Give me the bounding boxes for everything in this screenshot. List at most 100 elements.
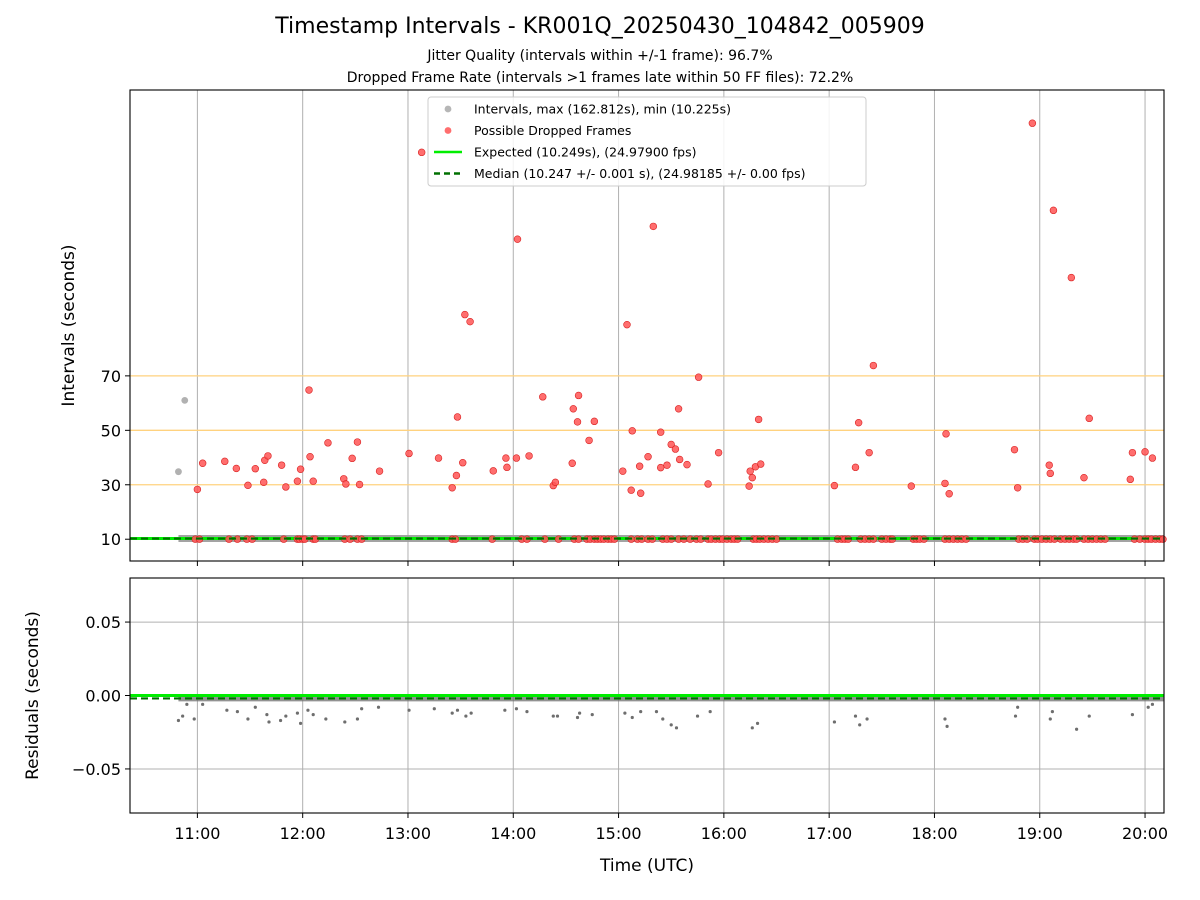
legend-label: Expected (10.249s), (24.97900 fps) <box>474 145 696 160</box>
residual-point <box>750 726 754 730</box>
y-tick-label: 70 <box>101 367 121 386</box>
x-tick-label: 20:00 <box>1122 824 1168 843</box>
residual-point <box>407 708 411 712</box>
dropped-point <box>945 490 953 498</box>
dropped-point <box>694 373 703 381</box>
dropped-point <box>644 453 652 461</box>
residual-point <box>525 710 529 714</box>
dropped-point <box>405 449 413 458</box>
dropped-point <box>619 467 627 475</box>
residual-point <box>464 714 468 718</box>
dropped-point <box>305 386 313 394</box>
residual-point <box>176 718 181 723</box>
dropped-point <box>1126 475 1135 484</box>
x-tick-label: 15:00 <box>596 824 642 843</box>
residual-point <box>551 714 555 718</box>
dropped-point <box>745 482 753 490</box>
residual-point <box>469 711 473 715</box>
residual-point <box>235 710 240 714</box>
y-tick-label: 50 <box>101 421 121 440</box>
residual-point <box>1013 714 1018 718</box>
dropped-point <box>1013 484 1022 492</box>
dropped-point <box>675 455 684 464</box>
residual-point <box>192 717 196 721</box>
x-axis-label: Time (UTC) <box>599 856 694 876</box>
residual-point <box>1150 702 1155 706</box>
dropped-point <box>623 320 631 329</box>
dropped-point <box>513 235 522 243</box>
dropped-point <box>569 405 577 413</box>
dropped-point <box>704 480 712 488</box>
dropped-point <box>417 148 426 157</box>
dropped-point <box>590 417 599 426</box>
dropped-point <box>754 415 763 424</box>
residual-point <box>1048 717 1052 721</box>
residual-point <box>265 712 269 717</box>
x-tick-label: 11:00 <box>174 824 220 843</box>
residual-point <box>295 711 300 715</box>
x-tick-label: 18:00 <box>911 824 957 843</box>
dropped-point <box>296 465 305 473</box>
dropped-point <box>309 477 317 485</box>
dropped-point <box>941 479 949 488</box>
x-tick-label: 13:00 <box>385 824 431 843</box>
dropped-point <box>277 461 286 469</box>
residual-point <box>267 720 271 724</box>
residuals-panel: 0.05 0.00 −0.05 11:00 12:00 13:00 14:00 15:00 16… <box>23 577 1168 876</box>
residual-point <box>503 708 507 712</box>
residual-point <box>1016 705 1020 709</box>
residual-point <box>674 726 679 730</box>
intervals-axes-frame <box>129 89 1165 562</box>
dropped-point <box>942 430 950 438</box>
dropped-point <box>649 222 658 231</box>
residual-point <box>661 717 665 721</box>
residual-point <box>181 714 185 718</box>
dropped-point <box>568 459 576 467</box>
residual-point <box>695 714 700 718</box>
dropped-point <box>907 482 915 490</box>
residual-point <box>1050 710 1054 714</box>
dropped-point <box>324 439 332 447</box>
legend-box <box>427 96 867 187</box>
dropped-point <box>746 467 754 475</box>
dropped-point <box>663 461 671 469</box>
residual-point <box>669 723 673 727</box>
dropped-point <box>1049 206 1058 215</box>
residual-point <box>355 717 360 721</box>
dropped-point <box>434 454 443 462</box>
interval-point <box>181 396 189 404</box>
dropped-point <box>757 460 765 468</box>
dropped-point <box>667 440 675 449</box>
dropped-point <box>466 317 474 326</box>
dropped-point <box>830 481 839 490</box>
residual-point <box>1146 705 1150 709</box>
dropped-point <box>453 413 462 421</box>
dropped-point <box>244 481 252 490</box>
dropped-point <box>585 436 593 445</box>
dropped-point <box>348 454 356 463</box>
residual-point <box>343 720 347 724</box>
dropped-point <box>459 459 467 467</box>
residual-point <box>324 717 328 721</box>
chart-title: Timestamp Intervals - KR001Q_20250430_10… <box>275 14 925 39</box>
dropped-point <box>282 483 290 491</box>
dropped-point <box>375 467 384 475</box>
dropped-point <box>671 445 680 453</box>
residual-point <box>639 710 643 714</box>
x-tick-label: 12:00 <box>280 824 326 843</box>
dropped-point <box>627 486 635 494</box>
dropped-point <box>551 478 560 487</box>
residual-point <box>865 717 869 721</box>
y-tick-label: 0.00 <box>85 687 121 706</box>
residual-point <box>225 708 229 712</box>
dropped-point <box>293 477 302 485</box>
dropped-point <box>656 463 665 472</box>
x-tick-label: 19:00 <box>1017 824 1063 843</box>
dropped-point <box>502 454 510 462</box>
residual-point <box>1087 714 1091 718</box>
dropped-point <box>525 452 533 460</box>
y-tick-label: 10 <box>101 530 121 549</box>
dropped-point <box>503 463 511 472</box>
dropped-point <box>574 391 583 400</box>
dropped-point <box>628 427 636 435</box>
